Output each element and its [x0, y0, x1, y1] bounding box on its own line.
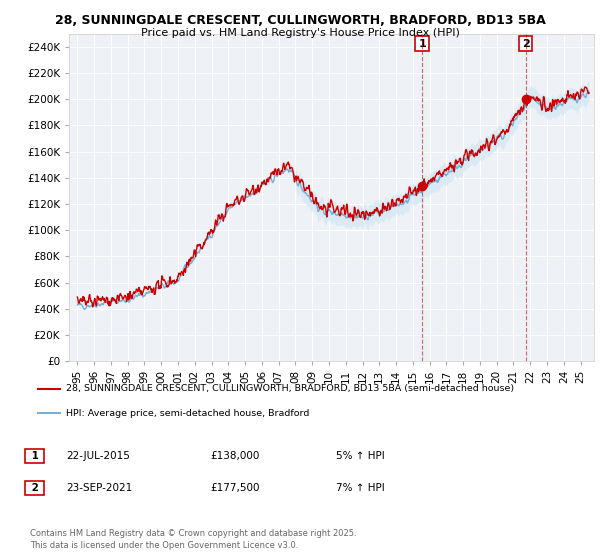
Text: 2: 2: [28, 483, 42, 493]
Text: 28, SUNNINGDALE CRESCENT, CULLINGWORTH, BRADFORD, BD13 5BA: 28, SUNNINGDALE CRESCENT, CULLINGWORTH, …: [55, 14, 545, 27]
Text: HPI: Average price, semi-detached house, Bradford: HPI: Average price, semi-detached house,…: [66, 409, 309, 418]
Text: £177,500: £177,500: [210, 483, 260, 493]
Text: 23-SEP-2021: 23-SEP-2021: [66, 483, 132, 493]
Text: 1: 1: [418, 39, 426, 49]
Text: 5% ↑ HPI: 5% ↑ HPI: [336, 451, 385, 461]
Text: 2: 2: [521, 39, 529, 49]
Text: 1: 1: [28, 451, 42, 461]
Text: 28, SUNNINGDALE CRESCENT, CULLINGWORTH, BRADFORD, BD13 5BA (semi-detached house): 28, SUNNINGDALE CRESCENT, CULLINGWORTH, …: [66, 385, 514, 394]
Text: Contains HM Land Registry data © Crown copyright and database right 2025.
This d: Contains HM Land Registry data © Crown c…: [30, 529, 356, 550]
Text: 22-JUL-2015: 22-JUL-2015: [66, 451, 130, 461]
Text: £138,000: £138,000: [210, 451, 259, 461]
Text: 7% ↑ HPI: 7% ↑ HPI: [336, 483, 385, 493]
Text: Price paid vs. HM Land Registry's House Price Index (HPI): Price paid vs. HM Land Registry's House …: [140, 28, 460, 38]
